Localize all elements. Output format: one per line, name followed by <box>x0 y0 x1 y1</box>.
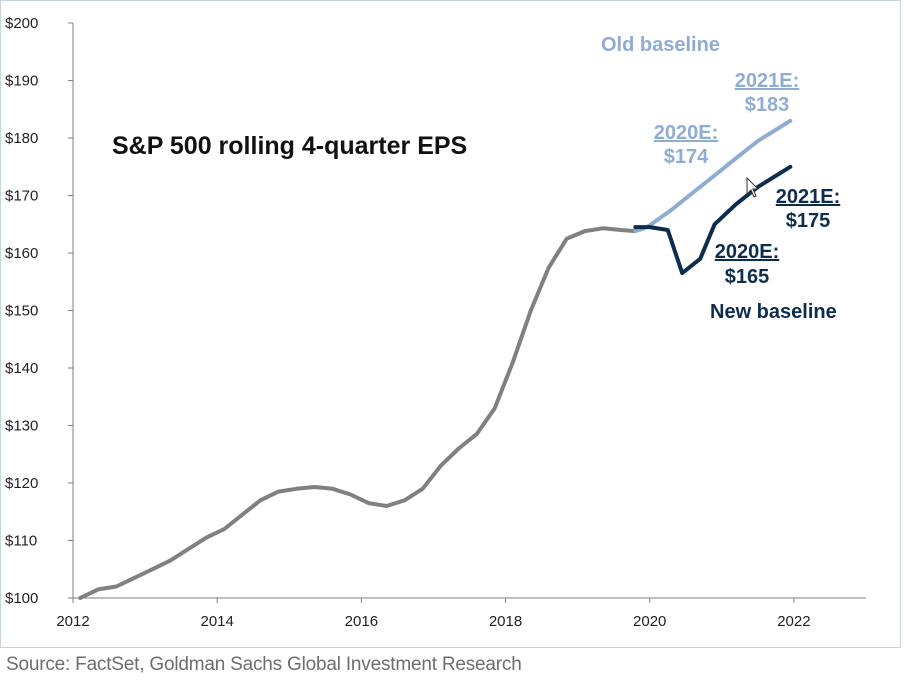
x-tick-label: 2014 <box>200 613 233 630</box>
y-tick-label: $130 <box>5 418 38 435</box>
y-tick-label: $150 <box>5 303 38 320</box>
annotation-new-2020-year: 2020E: <box>715 241 780 263</box>
annotation-old-2021-year: 2021E: <box>735 70 800 92</box>
chart-frame <box>0 0 901 648</box>
series-lines <box>78 118 793 600</box>
new-baseline-label: New baseline <box>710 301 837 323</box>
y-tick-label: $200 <box>5 15 38 32</box>
x-tick-label: 2018 <box>489 613 522 630</box>
annotation-old-2020-value: $174 <box>664 146 709 168</box>
y-tick-label: $170 <box>5 188 38 205</box>
mouse-cursor-icon <box>746 176 760 198</box>
series-line-historical <box>78 226 638 600</box>
y-tick-label: $110 <box>5 533 37 550</box>
annotation-new-2021-value: $175 <box>786 210 831 232</box>
source-note: Source: FactSet, Goldman Sachs Global In… <box>6 654 522 675</box>
y-ticks: $100 $110 $120 $130 $140 $150 $160 $170 $180 $190… <box>5 15 73 607</box>
x-tick-label: 2020 <box>633 613 666 630</box>
x-tick-label: 2016 <box>345 613 378 630</box>
annotation-old-2020-year: 2020E: <box>654 122 719 144</box>
annotation-new-2021-year: 2021E: <box>776 186 841 208</box>
old-baseline-label: Old baseline <box>601 34 720 56</box>
y-tick-label: $120 <box>5 475 38 492</box>
series-line-new-baseline <box>633 164 793 276</box>
y-tick-label: $100 <box>5 590 38 607</box>
y-tick-label: $180 <box>5 130 38 147</box>
annotation-old-2021-value: $183 <box>745 94 790 116</box>
y-tick-label: $140 <box>5 360 38 377</box>
x-ticks: 2012 2014 2016 2018 2020 2022 <box>56 598 811 630</box>
x-tick-label: 2012 <box>56 613 89 630</box>
x-tick-label: 2022 <box>777 613 810 630</box>
y-tick-label: $160 <box>5 245 38 262</box>
eps-chart: $100 $110 $120 $130 $140 $150 $160 $170 $180 $190… <box>5 15 866 630</box>
annotation-new-2020-value: $165 <box>725 266 770 288</box>
y-tick-label: $190 <box>5 73 38 90</box>
chart-title: S&P 500 rolling 4-quarter EPS <box>112 132 467 160</box>
